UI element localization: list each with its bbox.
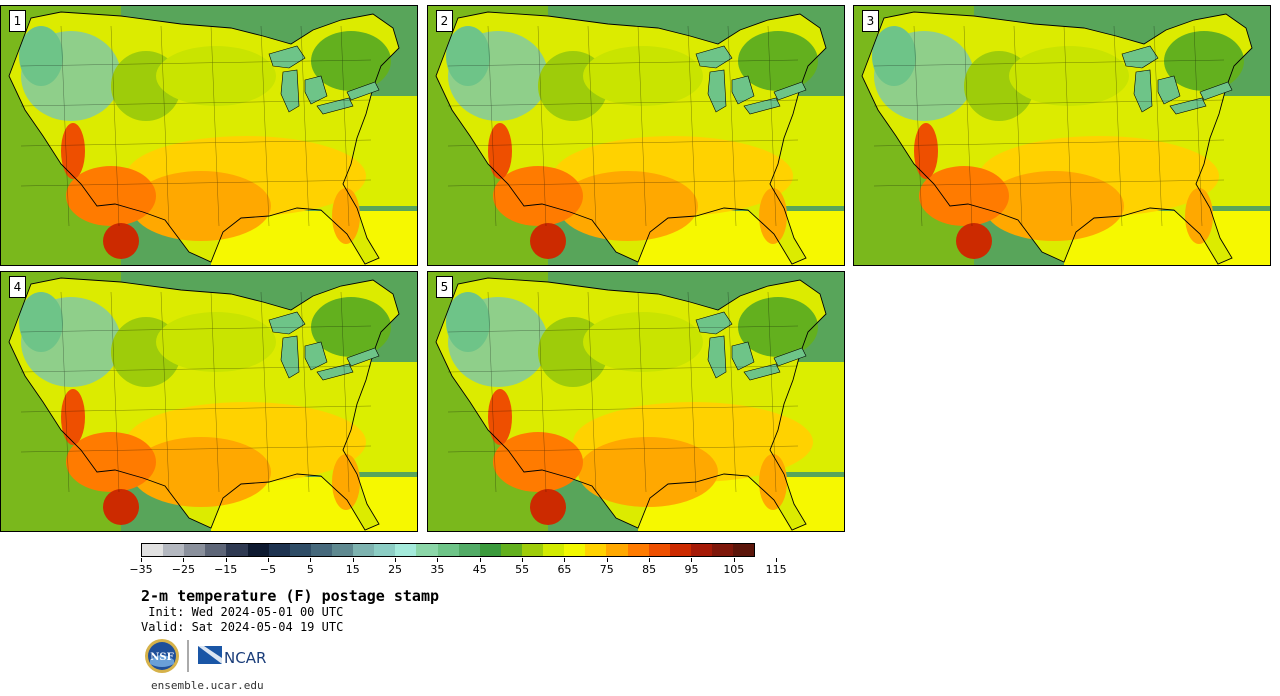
- temperature-map: [1, 6, 417, 265]
- colorbar-swatch: [374, 544, 396, 556]
- colorbar-swatch: [184, 544, 206, 556]
- colorbar-tick-label: −35: [129, 563, 153, 576]
- map-panel-3[interactable]: 3: [853, 5, 1271, 266]
- panel-number: 1: [9, 10, 26, 32]
- colorbar-tick: [310, 558, 312, 562]
- nsf-logo-text: NSF: [150, 652, 173, 663]
- map-panel-1[interactable]: 1: [0, 5, 418, 266]
- colorbar-swatch: [669, 544, 691, 556]
- colorbar-tick: [352, 558, 354, 562]
- colorbar-swatch: [416, 544, 438, 556]
- colorbar-tick: [691, 558, 693, 562]
- colorbar-swatch: [458, 544, 480, 556]
- colorbar-swatch: [733, 544, 755, 556]
- colorbar-swatch: [500, 544, 522, 556]
- colorbar-tick-label: 105: [723, 563, 745, 576]
- colorbar-swatch: [627, 544, 649, 556]
- colorbar-tick-label: 65: [557, 563, 572, 576]
- page-title: 2-m temperature (F) postage stamp: [141, 587, 440, 605]
- colorbar-swatch: [226, 544, 248, 556]
- colorbar-tick-label: −25: [171, 563, 195, 576]
- colorbar-tick-label: −5: [259, 563, 277, 576]
- colorbar-swatch: [564, 544, 586, 556]
- colorbar: [141, 543, 755, 557]
- colorbar-tick: [564, 558, 566, 562]
- colorbar-tick-label: 75: [599, 563, 614, 576]
- colorbar-swatch: [289, 544, 311, 556]
- colorbar-swatch: [479, 544, 501, 556]
- colorbar-swatch: [142, 544, 164, 556]
- colorbar-swatch: [395, 544, 417, 556]
- colorbar-ticks: −35 −25 −15 −5 5 15 25 35 45 55 65 75 85 95 105 115: [129, 558, 787, 578]
- colorbar-tick: [141, 558, 142, 562]
- colorbar-swatch: [648, 544, 670, 556]
- colorbar-tick-label: 35: [430, 563, 445, 576]
- colorbar-tick-label: 55: [515, 563, 530, 576]
- colorbar-tick: [225, 558, 227, 562]
- colorbar-swatch: [331, 544, 354, 556]
- map-panel-5[interactable]: 5: [427, 271, 845, 532]
- temperature-map: [428, 6, 844, 265]
- ncar-logo-text: NCAR: [224, 649, 266, 667]
- colorbar-swatch: [268, 544, 290, 556]
- colorbar-swatch: [247, 544, 269, 556]
- colorbar-tick: [183, 558, 185, 562]
- colorbar-swatch: [310, 544, 332, 556]
- colorbar-swatch: [711, 544, 734, 556]
- map-panel-4[interactable]: 4: [0, 271, 418, 532]
- colorbar-swatch: [437, 544, 459, 556]
- logos: NSF NCAR: [145, 639, 266, 673]
- init-time: Init: Wed 2024-05-01 00 UTC: [141, 605, 344, 619]
- colorbar-tick-label: 45: [472, 563, 487, 576]
- nsf-logo-icon[interactable]: NSF: [145, 639, 179, 673]
- colorbar-tick: [268, 558, 270, 562]
- panel-number: 3: [862, 10, 879, 32]
- colorbar-swatch: [543, 544, 565, 556]
- colorbar-tick-label: −15: [214, 563, 238, 576]
- temperature-map: [1, 272, 417, 531]
- temperature-map: [428, 272, 844, 531]
- map-panel-2[interactable]: 2: [427, 5, 845, 266]
- colorbar-tick: [522, 558, 524, 562]
- colorbar-swatch: [521, 544, 544, 556]
- colorbar-swatch: [205, 544, 227, 556]
- ncar-logo-icon[interactable]: NCAR: [198, 646, 266, 667]
- colorbar-tick-label: 95: [684, 563, 699, 576]
- colorbar-swatch: [163, 544, 185, 556]
- colorbar-swatch: [585, 544, 607, 556]
- colorbar-tick: [437, 558, 439, 562]
- colorbar-tick: [649, 558, 651, 562]
- panel-number: 4: [9, 276, 26, 298]
- panel-number: 5: [436, 276, 453, 298]
- colorbar-tick-label: 85: [642, 563, 657, 576]
- footer-url[interactable]: ensemble.ucar.edu: [151, 679, 264, 692]
- panel-number: 2: [436, 10, 453, 32]
- colorbar-swatch: [690, 544, 712, 556]
- colorbar-tick: [776, 558, 778, 562]
- colorbar-tick-label: 15: [345, 563, 360, 576]
- valid-time: Valid: Sat 2024-05-04 19 UTC: [141, 620, 344, 634]
- colorbar-swatch: [606, 544, 628, 556]
- colorbar-tick-label: 115: [765, 563, 787, 576]
- colorbar-tick: [606, 558, 608, 562]
- colorbar-tick: [395, 558, 397, 562]
- colorbar-swatch: [353, 544, 375, 556]
- colorbar-tick-label: 5: [306, 563, 314, 576]
- colorbar-tick: [733, 558, 735, 562]
- colorbar-tick: [479, 558, 481, 562]
- temperature-map: [854, 6, 1270, 265]
- colorbar-tick-label: 25: [388, 563, 403, 576]
